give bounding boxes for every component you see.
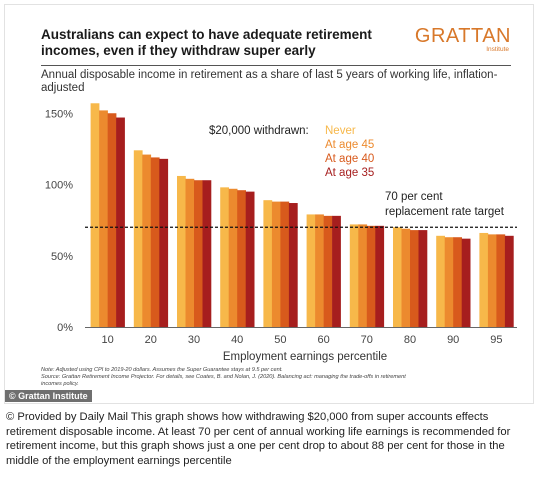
bar — [220, 187, 229, 327]
legend-item: At age 35 — [325, 167, 374, 179]
x-tick-label: 80 — [404, 334, 416, 346]
bar — [177, 175, 186, 327]
title-divider — [41, 65, 511, 66]
bar — [194, 180, 203, 327]
bar — [315, 214, 324, 327]
legend-item: At age 40 — [325, 153, 374, 165]
bar — [393, 227, 402, 327]
bar — [90, 103, 100, 328]
bar — [159, 158, 169, 327]
y-tick-label: 50% — [51, 251, 73, 263]
bar-chart: 0% 50% 100% 150% 10 20 30 40 50 60 70 80 90 95 70 per … — [45, 103, 517, 363]
bar — [228, 188, 238, 327]
bar — [116, 117, 125, 328]
chart-title: Australians can expect to have adequate … — [41, 27, 372, 58]
y-tick-label: 100% — [45, 180, 73, 192]
y-tick-label: 150% — [45, 108, 73, 120]
bar — [288, 203, 298, 327]
source-line-continued: incomes policy. — [41, 381, 79, 387]
bar — [107, 113, 117, 327]
y-tick-label: 0% — [57, 322, 73, 334]
x-tick-label: 95 — [490, 334, 502, 346]
bar — [99, 110, 108, 328]
bar — [349, 224, 359, 327]
image-caption: © Provided by Daily Mail This graph show… — [6, 411, 511, 467]
bar — [332, 215, 341, 327]
bar — [496, 234, 506, 327]
bar — [306, 214, 316, 327]
grattan-logo: GRATTAN Institute — [415, 26, 511, 53]
reference-line-label: replacement rate target — [385, 206, 505, 218]
x-tick-label: 70 — [361, 334, 373, 346]
legend-title: $20,000 withdrawn: — [209, 125, 309, 137]
bar — [401, 228, 411, 327]
chart-note: Note: Adjusted using CPI to 2019-20 doll… — [41, 367, 521, 388]
x-tick-label: 50 — [274, 334, 286, 346]
bar — [150, 157, 160, 327]
bar — [263, 200, 273, 327]
bar — [366, 225, 376, 327]
x-tick-label: 90 — [447, 334, 459, 346]
bar — [444, 237, 454, 327]
bar — [280, 201, 290, 327]
note-line: Note: Adjusted using CPI to 2019-20 doll… — [41, 367, 283, 373]
logo-wordmark: GRATTAN — [414, 25, 511, 47]
bar — [410, 230, 419, 327]
bar — [504, 235, 514, 327]
bar — [461, 238, 471, 327]
x-tick-label: 60 — [317, 334, 329, 346]
bar — [487, 234, 497, 327]
x-tick-label: 30 — [188, 334, 200, 346]
bar — [375, 225, 385, 327]
bar — [436, 235, 445, 327]
x-tick-label: 10 — [101, 334, 113, 346]
bar — [237, 190, 246, 327]
legend-item: Never — [325, 125, 356, 137]
x-tick-label: 40 — [231, 334, 243, 346]
chart-subtitle: Annual disposable income in retirement a… — [41, 69, 498, 94]
bar — [453, 237, 462, 327]
bar — [133, 150, 143, 327]
logo-subtext: Institute — [486, 46, 509, 53]
x-tick-label: 20 — [145, 334, 157, 346]
bar — [418, 230, 428, 327]
watermark: © Grattan Institute — [5, 390, 92, 402]
chart-figure: Australians can expect to have adequate … — [4, 4, 534, 404]
x-axis-label: Employment earnings percentile — [223, 351, 387, 363]
bar — [185, 178, 195, 327]
bar — [323, 215, 333, 327]
bar — [479, 232, 489, 327]
bar — [142, 154, 152, 327]
source-line: Source: Grattan Retirement Income Projec… — [41, 374, 406, 380]
bar — [271, 201, 281, 327]
bar — [202, 180, 212, 327]
legend-item: At age 45 — [325, 139, 374, 151]
bar — [245, 191, 255, 327]
reference-line-label: 70 per cent — [385, 191, 443, 203]
bar — [358, 224, 368, 327]
